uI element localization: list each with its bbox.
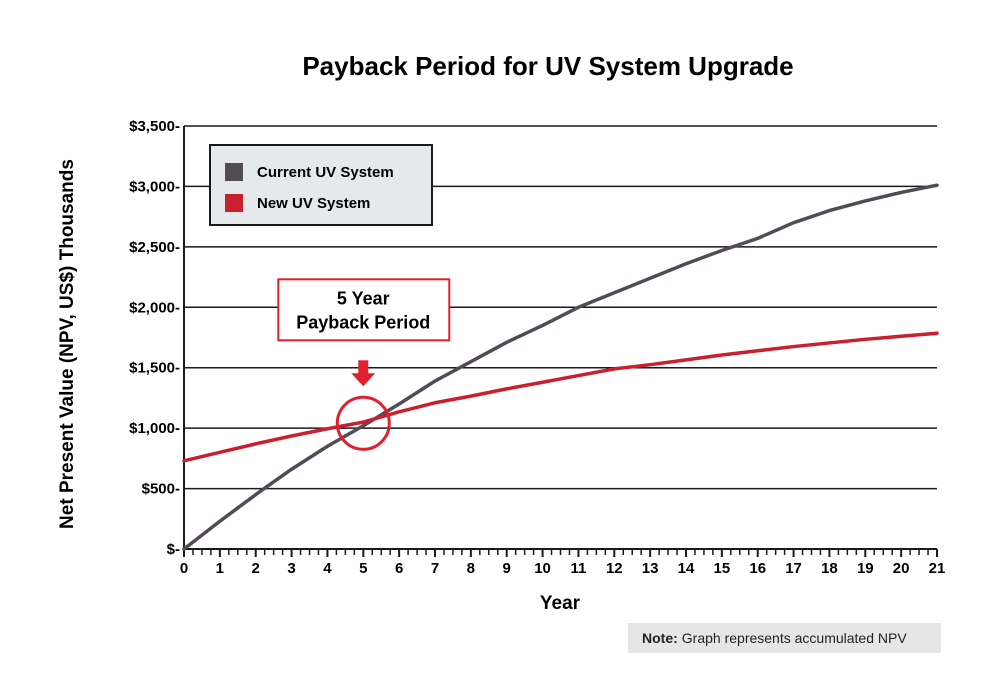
callout-box [277,278,451,342]
x-tick-label: 17 [785,560,802,577]
legend-swatch [225,163,243,181]
series-line-new-uv-system [182,331,939,463]
legend-swatch [225,194,243,212]
callout-line-1: 5 Year [337,288,390,308]
y-tick-label: $1,000- [129,420,180,437]
x-tick-label: 1 [216,560,224,577]
x-tick-label: 7 [431,560,439,577]
axes: $- $500- $1,000- $1,500- $2,000- $2,500- $3,00… [129,118,945,577]
legend-label: Current UV System [257,164,394,181]
y-tick-label: $3,000- [129,178,180,195]
x-tick-label: 9 [503,560,511,577]
chart-title: Payback Period for UV System Upgrade [302,51,793,81]
x-tick-label: 11 [570,560,586,577]
x-tick-label: 21 [929,560,946,577]
y-tick-label: $- [167,541,180,558]
callout-arrow-stem [358,360,369,375]
legend-label: New UV System [257,195,370,212]
y-tick-label: $500- [142,481,180,498]
x-tick-label: 2 [252,560,260,577]
legend: Current UV System New UV System [209,144,433,226]
callout-arrow-head [351,373,376,387]
y-tick-label: $3,500- [129,118,180,135]
note-text: Graph represents accumulated NPV [681,630,907,646]
x-tick-label: 15 [714,560,731,577]
x-tick-label: 19 [857,560,874,577]
payback-annotation: 5 Year Payback Period [277,278,451,451]
x-tick-label: 6 [395,560,403,577]
legend-box [209,144,433,226]
note-box: Note: Graph represents accumulated NPV [628,623,941,653]
y-axis-title: Net Present Value (NPV, US$) Thousands [57,159,78,529]
x-tick-label: 16 [749,560,766,577]
x-tick-label: 5 [359,560,367,577]
x-tick-label: 13 [642,560,659,577]
y-tick-label: $1,500- [129,360,180,377]
x-tick-label: 20 [893,560,910,577]
x-tick-label: 14 [678,560,695,577]
y-tick-label: $2,500- [129,239,180,256]
x-tick-label: 10 [534,560,551,577]
y-tick-label: $2,000- [129,299,180,316]
x-tick-label: 8 [467,560,475,577]
payback-circle [335,395,391,451]
series-group [182,183,939,551]
x-tick-label: 18 [821,560,838,577]
x-tick-label: 0 [180,560,188,577]
x-tick-label: 4 [323,560,332,577]
x-tick-label: 12 [606,560,623,577]
note-label: Note: [642,630,678,646]
x-axis-title: Year [540,593,581,614]
x-tick-label: 3 [287,560,295,577]
callout-line-2: Payback Period [296,312,430,332]
series-line-current-uv-system [182,183,939,551]
